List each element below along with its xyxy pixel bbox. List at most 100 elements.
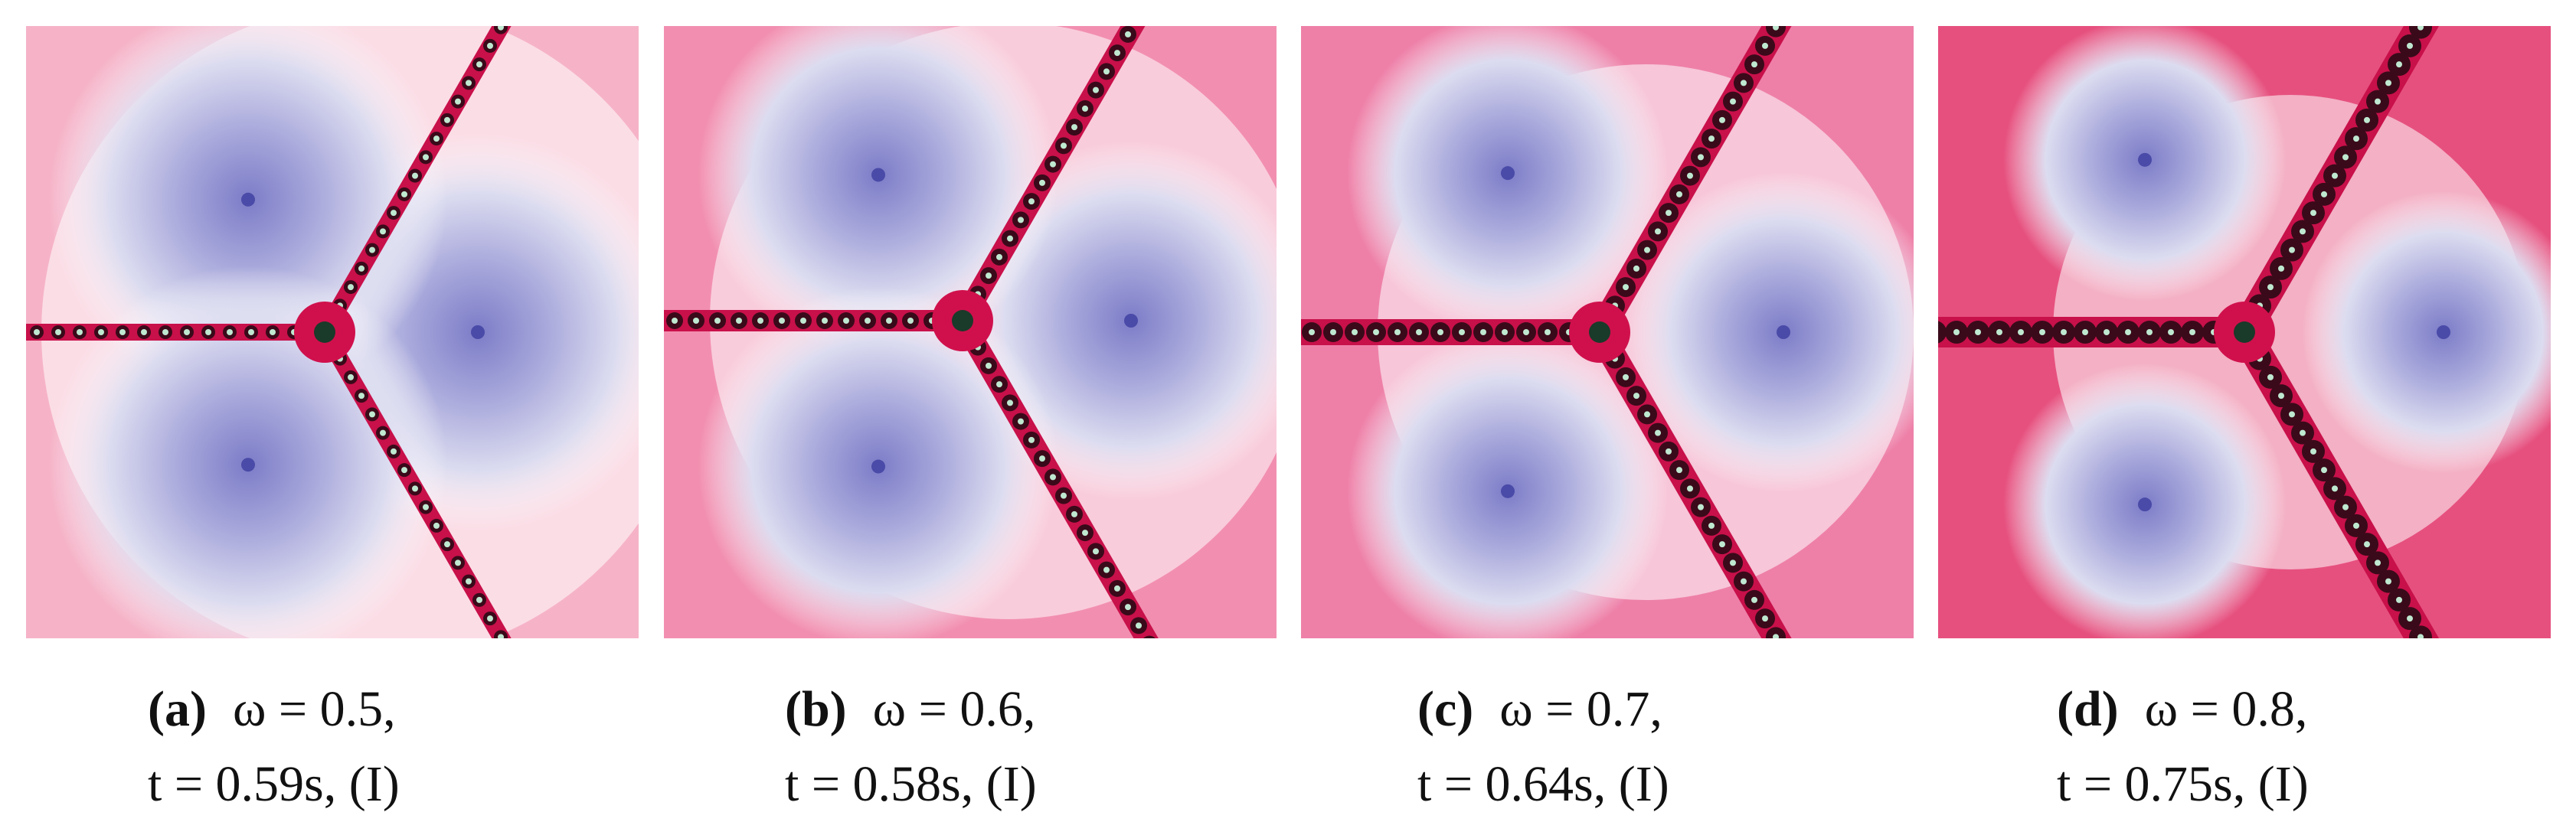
bead-core — [2289, 246, 2295, 253]
fractal-image — [664, 26, 1277, 638]
bead-core — [907, 318, 914, 324]
bead-core — [2332, 172, 2338, 179]
bead-core — [2396, 61, 2402, 68]
bead-core — [1623, 284, 1629, 291]
bead-core — [1666, 448, 1672, 455]
caption-line: (b) ω = 0.6, — [785, 684, 1035, 735]
bead-core — [779, 318, 785, 324]
bead-core — [1103, 68, 1110, 75]
bead-core — [2385, 80, 2391, 86]
bead-core — [2375, 98, 2381, 105]
bead-core — [1093, 548, 1099, 555]
bead-core — [1623, 373, 1629, 380]
bead-core — [1741, 80, 1747, 86]
bead-core — [2168, 329, 2174, 335]
bead-core — [1719, 116, 1725, 123]
bead-core — [348, 373, 354, 380]
bead-core — [1741, 578, 1747, 585]
center-core — [2234, 321, 2255, 343]
bead-core — [822, 318, 828, 324]
bead-core — [1698, 154, 1704, 161]
bead-core — [1125, 604, 1131, 611]
bead-core — [391, 210, 397, 217]
bead-core — [1644, 411, 1650, 418]
bead-core — [369, 411, 375, 418]
bead-core — [1708, 522, 1715, 529]
caption-text: ω = 0.7, — [1499, 681, 1662, 737]
bead-core — [2278, 265, 2284, 272]
bead-core — [77, 329, 83, 335]
bead-core — [1114, 50, 1120, 57]
bead-core — [986, 362, 992, 369]
bead-core — [996, 253, 1002, 260]
bead-core — [270, 329, 276, 335]
attractor — [1777, 325, 1790, 339]
fractal-image — [1938, 26, 2551, 638]
bead-core — [1633, 393, 1639, 400]
bead-core — [1698, 504, 1704, 510]
bead-core — [1762, 42, 1768, 49]
caption-text: t = 0.58s, (I) — [785, 756, 1037, 812]
bead-core — [98, 329, 104, 335]
bead-core — [2417, 26, 2424, 31]
bead-core — [2300, 228, 2306, 235]
bead-core — [2039, 329, 2045, 335]
bead-core — [2407, 42, 2413, 49]
bead-core — [1655, 228, 1661, 235]
bead-core — [1061, 142, 1067, 149]
bead-core — [996, 381, 1002, 388]
bead-core — [205, 329, 211, 335]
subfigure-label: (a) — [148, 681, 207, 737]
bead-core — [487, 42, 493, 49]
bead-core — [1018, 217, 1024, 223]
bead-core — [1309, 329, 1315, 335]
bead — [2409, 26, 2432, 39]
bead-core — [2396, 596, 2402, 603]
bead-core — [1039, 179, 1045, 186]
bead-core — [433, 522, 440, 529]
bead-core — [412, 485, 418, 492]
bead-core — [1975, 329, 1981, 335]
bead-core — [1114, 585, 1120, 592]
bead-core — [1687, 172, 1693, 179]
caption-line: (c) ω = 0.7, — [1417, 684, 1662, 735]
attractor — [2138, 152, 2152, 167]
attractor — [1124, 314, 1138, 328]
bead-core — [1007, 400, 1013, 406]
bead-core — [1502, 329, 1508, 335]
attractor — [871, 459, 885, 474]
bead-core — [162, 329, 168, 335]
basin — [698, 26, 1058, 355]
center-core — [952, 310, 973, 331]
bead-core — [348, 284, 354, 291]
bead-core — [2310, 210, 2316, 217]
bead-core — [1082, 105, 1088, 112]
bead-core — [2189, 329, 2195, 335]
basin — [1623, 171, 1914, 493]
bead-core — [1666, 210, 1672, 217]
bead-core — [184, 329, 190, 335]
bead-core — [1633, 265, 1639, 272]
bead-core — [2018, 329, 2024, 335]
bead-core — [736, 318, 742, 324]
caption-text: ω = 0.6, — [872, 681, 1036, 737]
bead-core — [1523, 329, 1529, 335]
bead-core — [433, 135, 440, 142]
bead-core — [34, 329, 40, 335]
bead-core — [2332, 485, 2338, 492]
bead — [2409, 625, 2432, 638]
attractor — [871, 168, 885, 182]
bead-core — [2104, 329, 2110, 335]
bead-core — [1996, 329, 2002, 335]
bead — [1938, 321, 1947, 344]
bead-core — [1655, 429, 1661, 436]
bead-core — [141, 329, 147, 335]
bead-core — [865, 318, 871, 324]
bead-core — [1773, 634, 1779, 638]
bead-core — [401, 191, 407, 197]
bead-core — [1676, 467, 1682, 474]
bead-core — [466, 578, 472, 585]
attractor — [2138, 497, 2152, 512]
bead-core — [886, 318, 892, 324]
